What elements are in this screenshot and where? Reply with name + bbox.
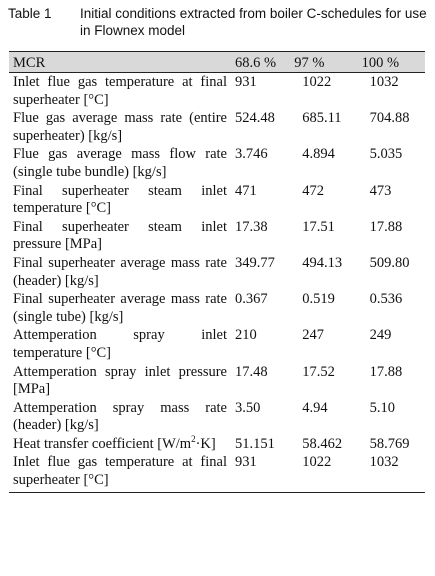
row-value: 931 [235,74,257,90]
table-title: Initial conditions extracted from boiler… [80,6,427,38]
row-value: 494.13 [302,254,343,271]
row-value: 4.94 [302,399,328,416]
row-value: 5.10 [369,399,395,416]
row-label: Final superheater average mass rate (sin… [13,291,227,325]
row-value: 0.367 [235,291,268,308]
table-header: MCR 68.6 % 97 % 100 % [9,51,425,73]
row-value: 249 [369,327,392,344]
row-value: 0.519 [302,291,335,308]
row-value: 1032 [369,74,399,90]
row-value: 17.48 [235,363,268,380]
table-row: Flue gas average mass rate (entire super… [9,109,425,145]
table-row: Inlet flue gas temperature at final supe… [9,453,425,493]
table-row: Heat transfer coefficient [W/m2·K] 51.15… [9,435,425,454]
table-row: Attemperation spray mass rate (header) [… [9,399,425,435]
row-label: Final superheater steam inlet pressure [… [13,218,227,253]
table-row: Attemperation spray inlet temperature [°… [9,326,425,362]
row-value: 17.52 [302,363,335,380]
initial-conditions-table: MCR 68.6 % 97 % 100 % Inlet flue gas tem… [9,51,425,493]
row-value: 58.462 [302,435,343,452]
row-value: 472 [302,182,324,199]
row-value: 210 [235,327,257,344]
header-100: 100 % [357,51,425,73]
table-row: Inlet flue gas temperature at final supe… [9,73,425,110]
row-label: Flue gas average mass rate (entire super… [13,110,227,144]
row-value: 58.769 [369,435,410,452]
row-value: 1022 [302,74,332,90]
header-97: 97 % [290,51,358,73]
row-value: 704.88 [369,110,410,127]
row-value: 1022 [290,453,358,493]
row-value: 3.50 [235,399,261,416]
row-value: 247 [302,327,324,344]
row-value: 1032 [357,453,425,493]
row-value: 17.88 [369,218,403,235]
header-68-6: 68.6 % [231,51,291,73]
table-row: Final superheater average mass rate (sin… [9,290,425,326]
row-label: Attemperation spray inlet temperature [°… [13,327,227,361]
row-value: 509.80 [369,254,410,271]
table-row: Final superheater steam inlet temperatur… [9,182,425,218]
table-number: Table 1 [8,6,52,21]
row-label: Final superheater steam inlet temperatur… [13,182,227,217]
row-value: 51.151 [235,435,275,452]
row-label-text-end: ·K] [195,435,216,452]
row-label: Heat transfer coefficient [W/m2·K] [9,435,231,454]
row-value: 17.38 [235,218,268,235]
row-label: Final superheater average mass rate (hea… [13,254,227,289]
row-label: Attemperation spray inlet pressure [MPa] [13,363,227,398]
row-label: Inlet flue gas temperature at final supe… [9,453,231,493]
header-mcr: MCR [9,51,231,73]
row-value: 17.88 [369,363,403,380]
row-label: Flue gas average mass flow rate (single … [13,146,227,180]
table-body: Inlet flue gas temperature at final supe… [9,73,425,493]
row-label-text: Heat transfer coefficient [W/m [13,435,192,452]
row-value: 0.536 [369,291,403,308]
table-row: Final superheater steam inlet pressure [… [9,218,425,254]
row-label: Attemperation spray mass rate (header) [… [13,399,227,434]
row-value: 931 [231,453,291,493]
row-value: 5.035 [369,146,403,163]
header-row: MCR 68.6 % 97 % 100 % [9,51,425,73]
row-value: 3.746 [235,146,268,163]
row-label-superscript: 2 [191,434,196,445]
row-value: 524.48 [235,110,275,127]
row-value: 685.11 [302,110,342,127]
table-row: Final superheater average mass rate (hea… [9,254,425,290]
row-value: 4.894 [302,146,335,163]
row-label: Inlet flue gas temperature at final supe… [13,74,227,108]
row-value: 17.51 [302,218,335,235]
table-caption: Table 1 Initial conditions extracted fro… [8,5,428,39]
row-value: 473 [369,182,392,199]
row-value: 349.77 [235,254,275,271]
row-value: 471 [235,182,257,199]
table-row: Flue gas average mass flow rate (single … [9,145,425,181]
table-row: Attemperation spray inlet pressure [MPa]… [9,363,425,399]
